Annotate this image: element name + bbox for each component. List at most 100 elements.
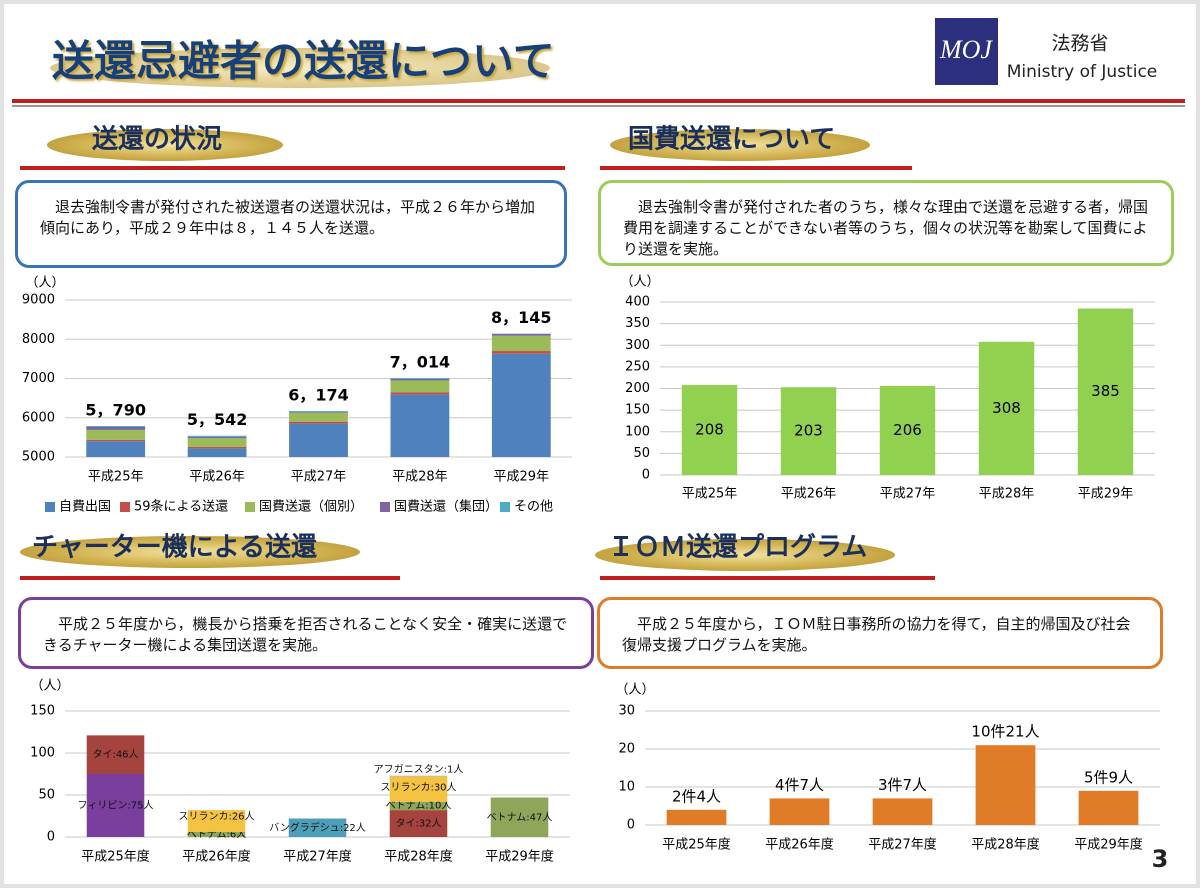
section-heading: 送還の状況 [92, 125, 222, 155]
segment-label: バングラデシュ:22人 [269, 821, 366, 834]
bar [666, 809, 727, 825]
y-tick-label: 100 [30, 746, 55, 761]
x-tick-label: 平成25年 [682, 487, 738, 502]
bar-segment [491, 351, 551, 354]
bar [978, 341, 1035, 475]
y-tick-label: 30 [618, 704, 635, 719]
bar-segment [86, 439, 146, 442]
bar-segment [390, 394, 450, 457]
bar-segment [187, 831, 246, 837]
rule [600, 166, 912, 170]
bar-segment [389, 775, 448, 777]
value-label: 208 [695, 421, 724, 439]
bar-segment [86, 429, 146, 440]
segment-label: スリランカ:26人 [178, 810, 254, 822]
total-label: 5，542 [187, 410, 248, 429]
legend-label: その他 [514, 500, 553, 515]
text-box: 退去強制令書が発付された被送還者の送還状況は，平成２６年から増加傾向にあり，平成… [15, 180, 567, 268]
segment-label: ベトナム:47人 [487, 811, 553, 823]
rule [12, 99, 1185, 103]
title: 送還忌避者の送還について [52, 37, 555, 86]
total-label: 6，174 [288, 385, 349, 404]
segment-label: ベトナム:10人 [386, 800, 452, 812]
y-tick-label: 0 [642, 468, 650, 483]
value-label: 4件7人 [775, 776, 824, 794]
bar-segment [491, 335, 551, 352]
bar-segment [86, 774, 145, 837]
total-label: 8，145 [491, 308, 552, 327]
segment-label: タイ:32人 [395, 818, 441, 830]
y-tick-label: 150 [30, 704, 55, 719]
heading-ellipse [47, 129, 283, 161]
y-tick-label: 0 [627, 818, 635, 833]
y-tick-label: 400 [625, 295, 650, 310]
x-tick-label: 平成28年度 [384, 849, 453, 865]
bar-segment [389, 810, 448, 837]
y-tick-label: 50 [633, 446, 650, 461]
section-heading: 国費送還について [628, 125, 835, 155]
rule [20, 576, 400, 580]
value-label: 385 [1091, 382, 1120, 400]
x-tick-label: 平成29年 [1078, 487, 1134, 502]
bar [681, 385, 738, 475]
y-tick-label: 6000 [22, 410, 55, 425]
bar-segment [389, 801, 448, 811]
bar-segment [289, 411, 348, 413]
x-tick-label: 平成26年度 [765, 837, 834, 853]
total-label: 5，790 [85, 400, 146, 419]
bar [780, 387, 837, 475]
segment-label: フィリピン:75人 [78, 800, 154, 812]
bar-segment [187, 438, 247, 447]
bar-segment [289, 412, 348, 422]
bar [1078, 790, 1139, 825]
legend-swatch [245, 502, 255, 512]
bar-segment [86, 441, 146, 457]
legend-swatch [45, 502, 55, 512]
text-box: 平成２５年度から，ＩＯＭ駐日事務所の協力を得て，自主的帰国及び社会復帰支援プログ… [597, 597, 1163, 669]
bar-segment [187, 446, 247, 449]
y-tick-label: 10 [618, 780, 635, 795]
bar-segment [86, 425, 146, 427]
value-label: 308 [992, 399, 1021, 417]
bar-segment [187, 810, 246, 832]
y-tick-label: 350 [625, 316, 650, 331]
y-unit: （人） [30, 679, 69, 694]
page-number: 3 [1152, 845, 1169, 873]
x-tick-label: 平成28年 [392, 470, 448, 485]
section-heading: ＩＯＭ送還プログラム [608, 533, 867, 563]
bar-segment [86, 735, 145, 774]
bar-segment [187, 435, 247, 437]
y-tick-label: 150 [625, 403, 650, 418]
bar-segment [289, 423, 348, 457]
bar-segment [289, 410, 348, 412]
y-unit: （人） [620, 275, 659, 290]
bar-segment [390, 380, 450, 393]
bar [769, 798, 830, 825]
y-tick-label: 7000 [22, 371, 55, 386]
x-tick-label: 平成29年度 [485, 849, 554, 865]
x-tick-label: 平成25年度 [662, 837, 731, 853]
section-heading: チャーター機による送還 [32, 533, 318, 563]
x-tick-label: 平成26年 [781, 487, 837, 502]
x-tick-label: 平成28年 [979, 487, 1035, 502]
rule [20, 166, 565, 170]
bar-segment [491, 353, 551, 457]
y-tick-label: 8000 [22, 332, 55, 347]
bar [879, 385, 936, 475]
value-label: 203 [794, 422, 823, 440]
bar-segment [86, 426, 146, 430]
heading-ellipse [20, 536, 360, 568]
text-box: 退去強制令書が発付された者のうち，様々な理由で送還を忌避する者，帰国費用を調達す… [598, 180, 1174, 266]
value-label: 206 [893, 421, 922, 439]
heading-ellipse [610, 129, 870, 161]
legend-label: 国費送還（集団） [394, 499, 498, 515]
y-tick-label: 20 [618, 742, 635, 757]
y-unit: （人） [25, 276, 64, 291]
rule [600, 576, 935, 580]
y-unit: （人） [615, 683, 654, 698]
x-tick-label: 平成25年度 [81, 849, 150, 865]
bar-segment [187, 448, 247, 457]
